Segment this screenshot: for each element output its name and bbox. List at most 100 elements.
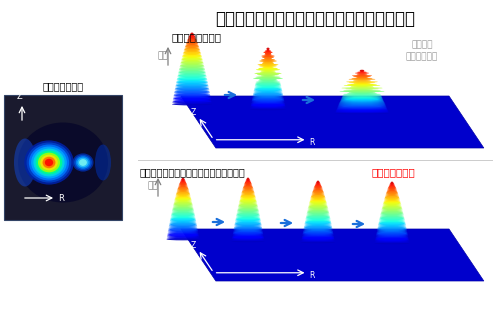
Ellipse shape	[312, 191, 324, 193]
Ellipse shape	[380, 215, 404, 217]
Ellipse shape	[303, 232, 333, 233]
Ellipse shape	[338, 105, 386, 106]
Ellipse shape	[306, 215, 330, 217]
Ellipse shape	[377, 230, 407, 232]
Ellipse shape	[239, 201, 257, 203]
Ellipse shape	[335, 111, 389, 113]
Ellipse shape	[178, 70, 206, 72]
Ellipse shape	[382, 205, 402, 207]
Ellipse shape	[180, 67, 204, 69]
Ellipse shape	[234, 226, 262, 228]
Ellipse shape	[259, 60, 277, 62]
Ellipse shape	[388, 185, 396, 187]
Ellipse shape	[351, 86, 373, 87]
Text: R: R	[310, 138, 315, 147]
Ellipse shape	[265, 50, 271, 52]
Ellipse shape	[180, 63, 204, 65]
Ellipse shape	[316, 182, 320, 184]
Ellipse shape	[360, 70, 364, 71]
Ellipse shape	[316, 181, 320, 183]
Ellipse shape	[170, 220, 196, 222]
Ellipse shape	[376, 236, 408, 238]
Ellipse shape	[176, 194, 190, 196]
Ellipse shape	[261, 59, 275, 61]
Ellipse shape	[338, 106, 386, 107]
Ellipse shape	[175, 197, 191, 199]
Ellipse shape	[188, 37, 196, 39]
Ellipse shape	[169, 224, 197, 225]
Ellipse shape	[262, 66, 274, 68]
Ellipse shape	[262, 55, 274, 57]
Ellipse shape	[180, 61, 204, 64]
Ellipse shape	[174, 92, 210, 94]
Ellipse shape	[384, 199, 400, 201]
Ellipse shape	[302, 235, 334, 237]
Ellipse shape	[250, 106, 286, 108]
Ellipse shape	[181, 179, 185, 181]
Ellipse shape	[233, 233, 263, 235]
Ellipse shape	[378, 225, 406, 227]
Ellipse shape	[170, 216, 196, 218]
Ellipse shape	[388, 187, 396, 188]
Ellipse shape	[234, 225, 262, 227]
Ellipse shape	[168, 231, 198, 233]
Ellipse shape	[310, 197, 326, 199]
Ellipse shape	[232, 240, 264, 242]
Ellipse shape	[378, 223, 406, 224]
Ellipse shape	[172, 211, 194, 213]
Ellipse shape	[36, 151, 62, 175]
Ellipse shape	[352, 78, 372, 79]
Ellipse shape	[252, 96, 284, 98]
Ellipse shape	[167, 235, 199, 237]
Ellipse shape	[253, 94, 283, 95]
Ellipse shape	[190, 34, 194, 36]
Ellipse shape	[258, 64, 278, 66]
Ellipse shape	[255, 84, 281, 86]
Ellipse shape	[234, 228, 262, 230]
Ellipse shape	[166, 237, 200, 239]
Ellipse shape	[187, 40, 197, 42]
Ellipse shape	[74, 155, 92, 170]
Ellipse shape	[340, 101, 384, 103]
Ellipse shape	[375, 240, 409, 242]
Ellipse shape	[237, 210, 259, 212]
Text: 高圧力が
保持されない: 高圧力が 保持されない	[406, 40, 438, 61]
Ellipse shape	[334, 113, 390, 114]
Ellipse shape	[250, 107, 286, 109]
Ellipse shape	[302, 234, 334, 236]
Ellipse shape	[250, 105, 286, 107]
Ellipse shape	[235, 221, 261, 223]
Ellipse shape	[178, 74, 206, 77]
Ellipse shape	[379, 219, 405, 221]
Ellipse shape	[255, 85, 281, 87]
Ellipse shape	[383, 203, 401, 205]
Ellipse shape	[176, 195, 190, 197]
Ellipse shape	[236, 212, 260, 214]
Ellipse shape	[31, 147, 67, 179]
Ellipse shape	[256, 69, 280, 71]
Ellipse shape	[34, 148, 64, 176]
Ellipse shape	[168, 233, 198, 235]
Ellipse shape	[375, 239, 409, 241]
Ellipse shape	[38, 153, 60, 172]
Ellipse shape	[238, 207, 258, 209]
Ellipse shape	[176, 83, 208, 85]
Ellipse shape	[306, 218, 330, 220]
Ellipse shape	[234, 229, 262, 231]
Ellipse shape	[381, 211, 403, 213]
Ellipse shape	[232, 237, 264, 238]
Ellipse shape	[172, 212, 194, 214]
Text: 従来の流体モデル: 従来の流体モデル	[172, 32, 222, 42]
Ellipse shape	[302, 237, 334, 238]
Ellipse shape	[254, 90, 282, 92]
Ellipse shape	[168, 230, 198, 232]
Ellipse shape	[260, 65, 276, 67]
Ellipse shape	[348, 78, 376, 80]
Ellipse shape	[172, 209, 194, 210]
Ellipse shape	[302, 238, 334, 240]
Ellipse shape	[306, 217, 330, 219]
Ellipse shape	[304, 224, 332, 226]
Ellipse shape	[252, 97, 284, 99]
Ellipse shape	[186, 41, 198, 43]
Ellipse shape	[340, 91, 384, 92]
